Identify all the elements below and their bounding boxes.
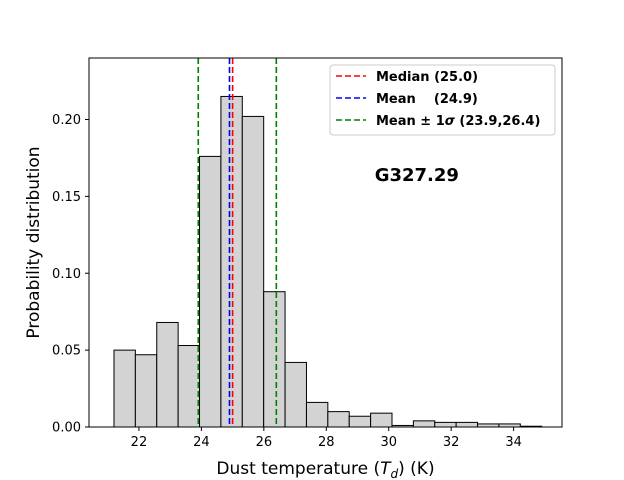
- legend-mean-label: Mean (24.9): [376, 92, 478, 107]
- x-axis-ticks: 22 24 26 28 30 32 34: [131, 427, 522, 450]
- y-axis-ticks: 0.00 0.05 0.10 0.15 0.20: [52, 113, 89, 436]
- histogram-bar: [284, 361, 307, 428]
- y-tick-label: 0.20: [52, 113, 81, 128]
- x-tick-label: 34: [505, 435, 522, 450]
- x-tick-label: 28: [318, 435, 335, 450]
- legend-sigma-label: Mean ± 1σ (23.9,26.4): [376, 114, 540, 129]
- histogram-bar: [156, 321, 179, 428]
- histogram-bar: [370, 412, 393, 428]
- histogram-bar: [177, 345, 201, 428]
- histogram-bar: [455, 421, 479, 428]
- reference-lines: [197, 58, 278, 427]
- x-tick-label: 22: [131, 435, 148, 450]
- histogram-bar: [263, 291, 286, 428]
- histogram-bar: [412, 420, 436, 428]
- y-tick-label: 0.00: [52, 421, 81, 436]
- histogram-bars: [113, 95, 543, 428]
- histogram-bar: [327, 411, 350, 428]
- x-tick-label: 26: [256, 435, 273, 450]
- legend-median-label: Median (25.0): [376, 70, 478, 85]
- histogram-bar: [305, 401, 329, 428]
- histogram-bar: [241, 115, 265, 428]
- legend: Median (25.0) Mean (24.9) Mean ± 1σ (23.…: [329, 64, 556, 136]
- y-tick-label: 0.10: [52, 267, 81, 282]
- x-tick-label: 24: [193, 435, 210, 450]
- y-tick-label: 0.15: [52, 190, 81, 205]
- x-tick-label: 32: [443, 435, 460, 450]
- plot-frame: [88, 57, 563, 428]
- histogram-bar: [220, 95, 243, 428]
- histogram-bar: [434, 421, 457, 428]
- legend-box: [329, 64, 556, 136]
- histogram-bar: [348, 415, 372, 428]
- y-tick-label: 0.05: [52, 344, 81, 359]
- histogram-bar: [134, 354, 158, 428]
- x-axis-label: Dust temperature (Td) (K): [216, 459, 434, 480]
- y-axis-label: Probability distribution: [24, 146, 44, 338]
- histogram-bar: [113, 349, 136, 428]
- source-name-annotation: G327.29: [375, 165, 459, 186]
- x-tick-label: 30: [380, 435, 397, 450]
- histogram-bar: [199, 155, 222, 428]
